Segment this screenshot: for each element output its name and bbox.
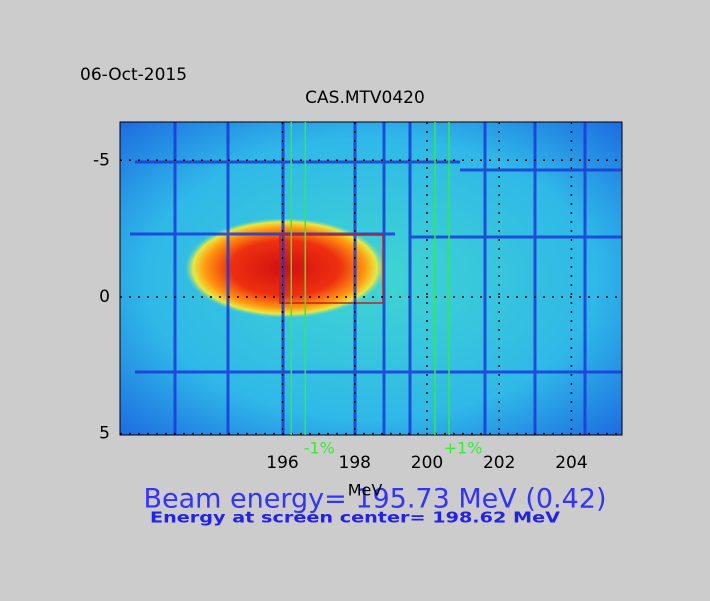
x-tick-label: 198 (339, 453, 371, 473)
x-tick-label: 204 (555, 453, 587, 473)
plot-frame (119, 121, 623, 436)
marker-label: +1% (444, 439, 483, 458)
x-tick-label: 200 (411, 453, 443, 473)
chart-title: CAS.MTV0420 (305, 88, 425, 108)
date: 06-Oct-2015 (80, 65, 187, 85)
y-tick-label: -5 (93, 150, 110, 170)
marker-label: -1% (304, 439, 335, 458)
x-tick-label: 196 (266, 453, 298, 473)
x-axis-label: MeV (348, 481, 383, 500)
x-tick-label: 202 (483, 453, 515, 473)
y-tick-label: 0 (99, 287, 110, 307)
beam-energy: Beam energy= 195.73 MeV (0.42) (143, 484, 606, 515)
camera-image (120, 122, 622, 435)
center-energy: Energy at screen center= 198.62 MeV (150, 509, 560, 527)
y-tick-label: 5 (99, 424, 110, 444)
